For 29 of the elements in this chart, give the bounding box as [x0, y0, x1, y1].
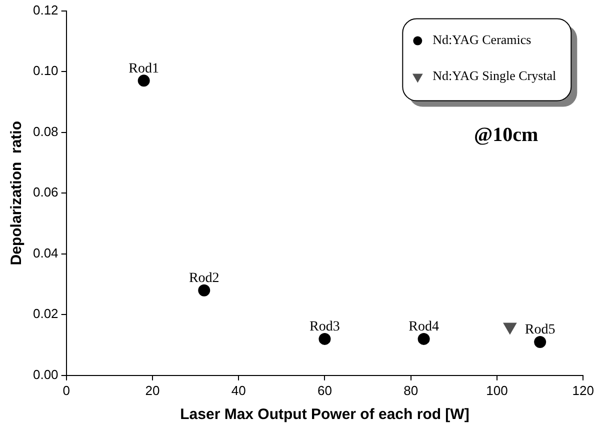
x-tick-label: 60 — [317, 382, 332, 398]
x-tick-label: 100 — [486, 382, 508, 398]
point — [138, 74, 150, 87]
annotation: Rod3 — [310, 320, 340, 335]
x-tick-label: 120 — [572, 382, 594, 398]
y-tick-label: 0.02 — [32, 306, 58, 322]
x-tick-label: 0 — [62, 382, 70, 398]
annotation: Rod2 — [188, 271, 220, 286]
y-tick-label: 0.08 — [32, 124, 58, 139]
annotation: Rod1 — [128, 61, 159, 76]
point — [198, 284, 210, 296]
point — [418, 332, 430, 345]
y-axis-title: Depolarization ratio — [8, 121, 26, 266]
annotation: Rod4 — [408, 320, 439, 335]
annotation: @10cm — [474, 124, 538, 146]
y-tick-label: 0.04 — [32, 245, 58, 260]
legend-label: Nd:YAG Single Crystal — [432, 68, 557, 84]
point — [318, 332, 331, 345]
x-tick-label: 80 — [404, 382, 418, 398]
y-tick-label: 0.10 — [32, 63, 58, 78]
y-tick-label: 0.12 — [32, 2, 58, 18]
x-axis-title: Laser Max Output Power of each rod [W] — [180, 406, 470, 424]
y-tick-label: 0.00 — [32, 366, 58, 382]
x-tick-label: 20 — [145, 382, 160, 398]
y-tick-label: 0.06 — [32, 184, 58, 200]
x-tick-label: 40 — [231, 382, 246, 398]
legend-label: Nd:YAG Ceramics — [432, 32, 532, 48]
annotation: Rod5 — [524, 322, 556, 338]
point — [534, 336, 546, 348]
